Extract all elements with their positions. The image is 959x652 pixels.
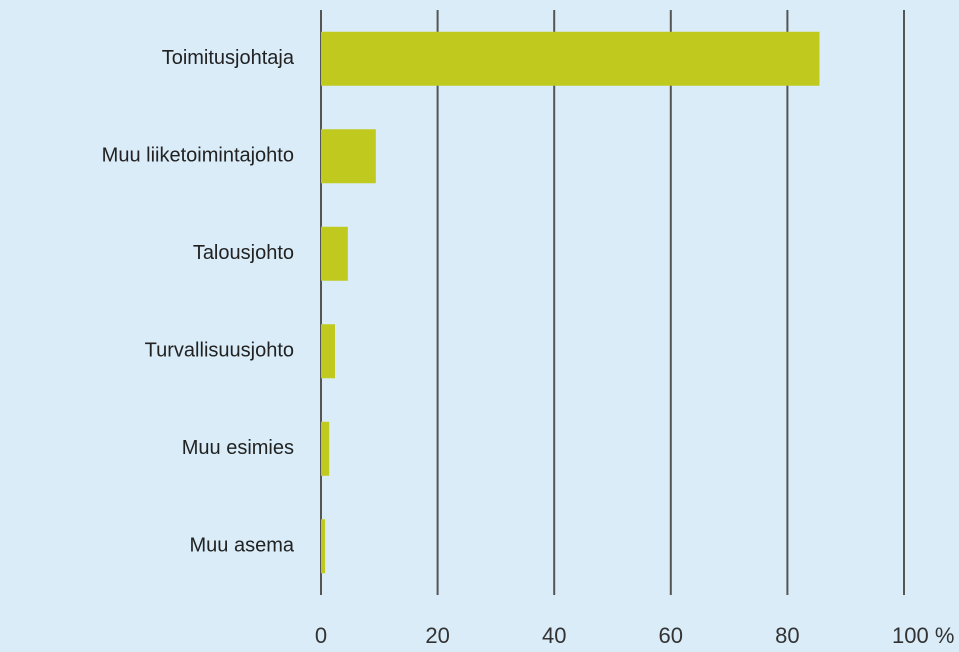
bar — [321, 324, 335, 379]
x-tick-label: 40 — [542, 623, 566, 648]
x-tick-label: 80 — [775, 623, 799, 648]
bar — [321, 129, 376, 184]
y-tick-label: Toimitusjohtaja — [162, 47, 295, 69]
bar — [321, 31, 820, 86]
y-tick-label: Muu asema — [190, 535, 295, 557]
y-tick-label: Talousjohto — [193, 242, 294, 264]
y-tick-label: Muu liiketoimintajohto — [102, 145, 294, 167]
x-tick-label: 0 — [315, 623, 327, 648]
x-tick-label: 60 — [659, 623, 683, 648]
x-tick-label: 100 % — [892, 623, 954, 648]
bar — [321, 519, 326, 574]
y-tick-label: Muu esimies — [182, 437, 294, 459]
x-tick-label: 20 — [425, 623, 449, 648]
bar — [321, 421, 330, 476]
y-tick-label: Turvallisuusjohto — [145, 340, 294, 362]
bar — [321, 226, 348, 281]
